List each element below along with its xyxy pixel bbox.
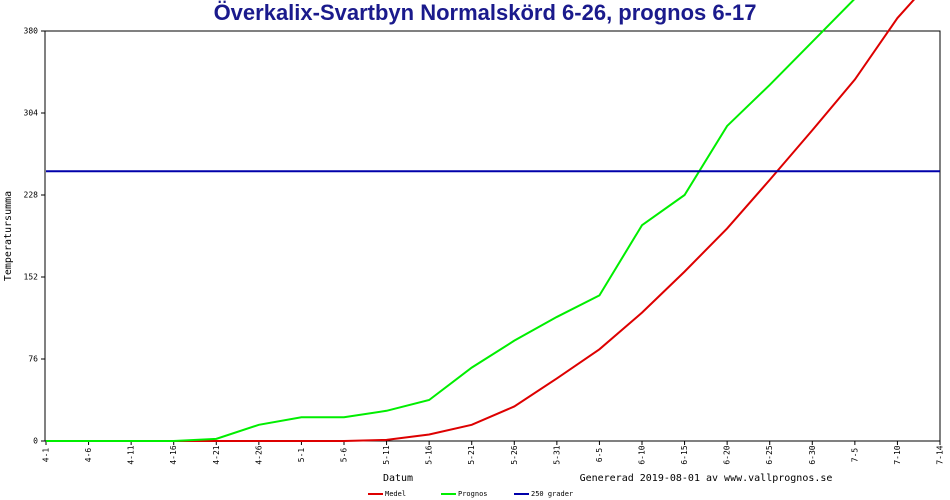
footer: Genererad 2019-08-01 av www.vallprognos.… (580, 473, 833, 484)
x-tick-label: 5-6 (340, 448, 349, 463)
series-line (46, 0, 855, 442)
x-tick-label: 6-15 (680, 445, 689, 464)
y-tick-label: 0 (33, 437, 38, 446)
legend-label: Medel (385, 490, 406, 498)
legend-label: Prognos (458, 490, 488, 498)
x-tick-label: 5-31 (552, 445, 561, 464)
x-tick-label: 7-10 (893, 445, 902, 464)
y-tick-label: 228 (24, 191, 39, 200)
x-axis-label: Datum (383, 473, 413, 484)
x-tick-label: 6-10 (638, 445, 647, 464)
x-tick-label: 5-16 (425, 445, 434, 464)
x-tick-label: 6-25 (765, 445, 774, 464)
x-tick-label: 6-5 (595, 448, 604, 463)
y-tick-label: 152 (24, 273, 39, 282)
y-axis-label: Temperatursumma (3, 191, 14, 281)
y-tick-label: 76 (28, 355, 38, 364)
x-tick-label: 5-11 (382, 445, 391, 464)
x-tick-label: 5-1 (297, 448, 306, 463)
series-line (46, 0, 915, 442)
x-tick-label: 5-21 (467, 445, 476, 464)
x-tick-label: 6-30 (808, 445, 817, 464)
x-tick-label: 4-26 (254, 445, 263, 464)
x-tick-label: 4-16 (169, 445, 178, 464)
plot-frame (44, 30, 941, 442)
x-tick-label: 7-14 (936, 445, 945, 464)
x-tick-label: 4-21 (212, 445, 221, 464)
y-tick-label: 380 (24, 27, 39, 36)
chart-title: Överkalix-Svartbyn Normalskörd 6-26, pro… (214, 0, 757, 25)
x-tick-label: 5-26 (510, 445, 519, 464)
legend-label: 250 grader (531, 490, 573, 498)
y-tick-label: 304 (24, 109, 39, 118)
x-tick-label: 4-11 (127, 445, 136, 464)
x-tick-label: 4-1 (42, 448, 51, 463)
x-tick-label: 4-6 (84, 448, 93, 463)
x-tick-label: 6-20 (723, 445, 732, 464)
x-tick-label: 7-5 (850, 448, 859, 463)
